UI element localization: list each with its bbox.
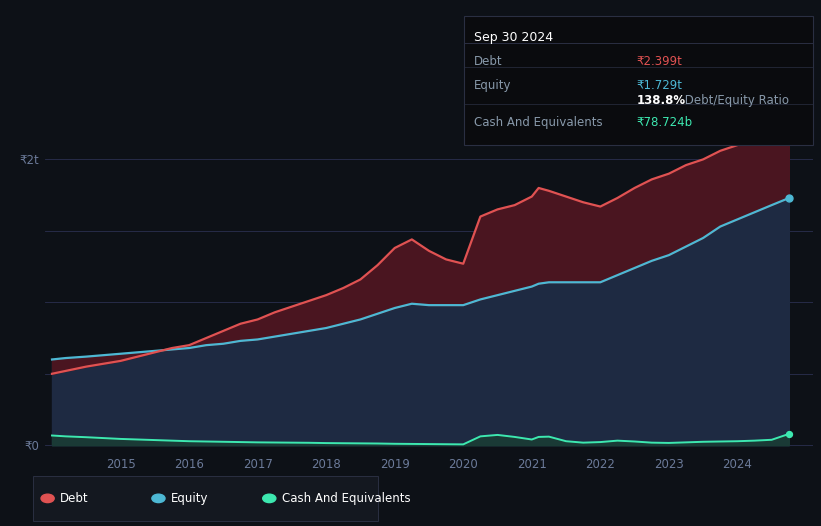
Point [782,430,796,438]
Text: ₹2.399t: ₹2.399t [636,55,682,68]
Text: Debt/Equity Ratio: Debt/Equity Ratio [681,94,789,107]
Text: Equity: Equity [171,492,209,505]
Text: Cash And Equivalents: Cash And Equivalents [282,492,410,505]
Text: Debt: Debt [60,492,89,505]
Text: Debt: Debt [474,55,502,68]
Text: Equity: Equity [474,79,511,92]
Point [782,194,796,203]
Text: Sep 30 2024: Sep 30 2024 [474,31,553,44]
Text: 138.8%: 138.8% [636,94,686,107]
Point [782,98,796,107]
Text: ₹1.729t: ₹1.729t [636,79,682,92]
Text: Cash And Equivalents: Cash And Equivalents [474,116,603,129]
Text: ₹78.724b: ₹78.724b [636,116,692,129]
